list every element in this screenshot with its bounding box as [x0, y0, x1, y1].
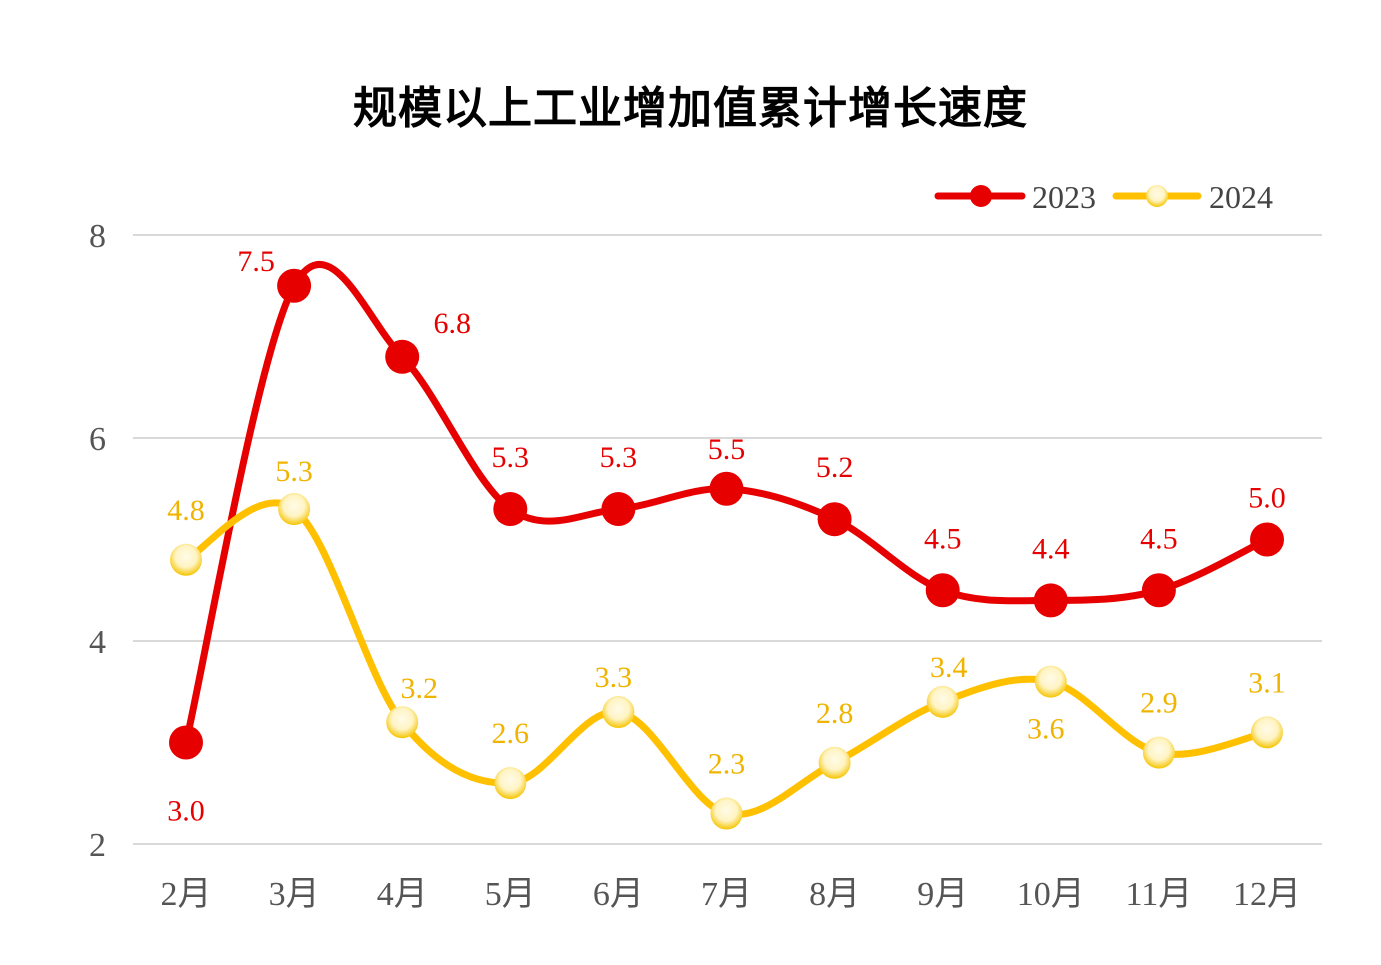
data-point-2023	[1141, 573, 1176, 608]
data-label-2023: 7.5	[237, 245, 275, 278]
data-label-2024: 2.9	[1140, 687, 1178, 720]
data-label-2023: 5.0	[1248, 482, 1286, 515]
data-point-2024	[818, 746, 851, 779]
x-tick-label: 8月	[809, 876, 860, 913]
data-point-2023	[709, 471, 744, 506]
legend-label-2023: 2023	[1032, 179, 1096, 215]
x-tick-label: 7月	[701, 876, 752, 913]
x-tick-label: 4月	[377, 876, 428, 913]
data-label-2023: 6.8	[433, 307, 471, 340]
data-point-2023	[493, 492, 528, 527]
data-point-2023	[1250, 522, 1284, 557]
data-point-2024	[926, 685, 959, 718]
data-point-2023	[277, 268, 312, 303]
data-point-2024	[1142, 736, 1175, 769]
data-label-2024: 3.1	[1248, 666, 1286, 699]
x-tick-label: 3月	[269, 876, 320, 913]
data-label-2023: 4.4	[1032, 532, 1070, 565]
x-tick-label: 12月	[1233, 876, 1301, 913]
x-tick-label: 9月	[917, 876, 968, 913]
data-point-2023	[817, 502, 852, 537]
data-point-2024	[170, 543, 202, 576]
legend-marker-2024	[1146, 185, 1168, 207]
legend-label-2024: 2024	[1209, 179, 1273, 215]
data-label-2024: 2.8	[816, 697, 854, 730]
y-tick-label: 8	[89, 218, 106, 255]
data-point-2023	[1033, 583, 1068, 618]
data-point-2024	[386, 706, 419, 739]
data-label-2023: 5.2	[816, 451, 854, 484]
series-line-2024	[182, 499, 1271, 819]
data-label-2024: 2.3	[708, 748, 746, 781]
legend-marker-2023	[970, 185, 992, 207]
y-tick-label: 2	[89, 827, 106, 864]
data-label-2023: 3.0	[167, 795, 205, 828]
data-point-2024	[1251, 716, 1283, 749]
data-label-2023: 5.3	[492, 441, 530, 474]
data-point-2023	[385, 339, 420, 374]
data-label-2023: 4.5	[924, 522, 962, 555]
data-point-2024	[710, 797, 743, 830]
chart-title: 规模以上工业增加值累计增长速度	[353, 83, 1028, 134]
data-label-2024: 3.4	[930, 651, 968, 684]
data-label-2024: 5.3	[275, 455, 313, 488]
x-tick-label: 2月	[161, 876, 212, 913]
x-tick-label: 5月	[485, 876, 536, 913]
data-label-2024: 4.8	[167, 494, 205, 527]
data-point-2023	[925, 573, 960, 608]
data-label-2023: 5.3	[600, 441, 638, 474]
data-point-2023	[601, 492, 636, 527]
x-tick-label: 6月	[593, 876, 644, 913]
x-tick-label: 11月	[1126, 876, 1193, 913]
data-label-2023: 5.5	[708, 433, 746, 466]
y-tick-label: 6	[89, 421, 106, 458]
y-tick-label: 4	[89, 624, 106, 661]
x-tick-label: 10月	[1017, 876, 1085, 913]
data-point-2024	[1034, 665, 1067, 698]
data-point-2024	[494, 767, 527, 800]
data-label-2024: 2.6	[492, 717, 530, 750]
data-label-2024: 3.2	[400, 672, 438, 705]
data-label-2024: 3.6	[1027, 713, 1065, 746]
data-point-2024	[278, 493, 311, 526]
data-label-2023: 4.5	[1140, 522, 1178, 555]
data-point-2023	[169, 725, 203, 760]
data-label-2024: 3.3	[595, 661, 633, 694]
data-point-2024	[602, 696, 635, 729]
